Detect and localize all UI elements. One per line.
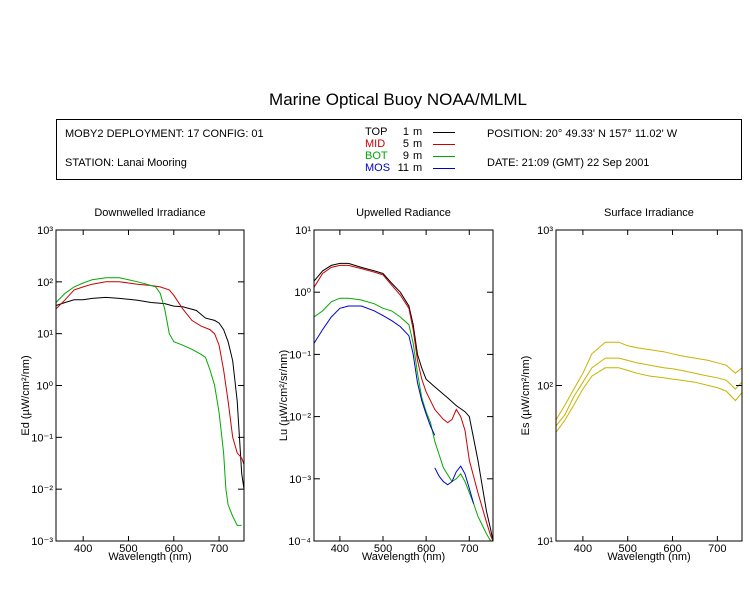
y-tick-label: 10⁻³: [289, 474, 311, 486]
y-tick-label: 10¹: [537, 536, 553, 548]
y-axis-label: Ed (µW/cm²/nm): [20, 355, 32, 435]
chart-title: Surface Irradiance: [604, 207, 694, 219]
y-tick-label: 10²: [37, 277, 53, 289]
x-axis-label: Wavelength (nm): [607, 551, 690, 563]
x-tick-label: 700: [708, 543, 726, 555]
plot-frame: [56, 230, 244, 541]
series-line: [556, 358, 742, 426]
series-line: [314, 263, 493, 541]
y-tick-label: 10⁻¹: [31, 432, 53, 444]
y-tick-label: 10³: [537, 225, 553, 237]
y-tick-label: 10¹: [37, 329, 53, 341]
series-line: [314, 265, 493, 541]
y-axis-label: Es (µW/cm²/nm): [520, 356, 532, 436]
chart-title: Upwelled Radiance: [356, 207, 451, 219]
y-tick-label: 10⁻³: [31, 536, 53, 548]
x-tick-label: 400: [574, 543, 592, 555]
y-tick-label: 10⁰: [294, 287, 311, 299]
x-tick-label: 400: [331, 543, 349, 555]
series-line: [56, 278, 242, 526]
x-tick-label: 700: [460, 543, 478, 555]
y-tick-label: 10⁻²: [289, 412, 311, 424]
y-axis-label: Lu (µW/cm²/sr/nm): [278, 350, 290, 441]
series-line: [56, 282, 244, 465]
series-line: [314, 298, 491, 541]
x-axis-label: Wavelength (nm): [362, 551, 445, 563]
plot-frame: [314, 230, 493, 541]
plot-frame: [556, 230, 742, 541]
y-tick-label: 10⁻²: [31, 484, 53, 496]
y-tick-label: 10¹: [295, 225, 311, 237]
series-line: [435, 466, 474, 504]
y-tick-label: 10⁰: [36, 381, 53, 393]
y-tick-label: 10²: [537, 381, 553, 393]
chart-title: Downwelled Irradiance: [94, 207, 205, 219]
x-tick-label: 400: [74, 543, 92, 555]
x-axis-label: Wavelength (nm): [108, 551, 191, 563]
y-tick-label: 10⁻¹: [289, 349, 311, 361]
y-tick-label: 10³: [37, 225, 53, 237]
x-tick-label: 700: [210, 543, 228, 555]
y-tick-label: 10⁻⁴: [288, 536, 311, 548]
